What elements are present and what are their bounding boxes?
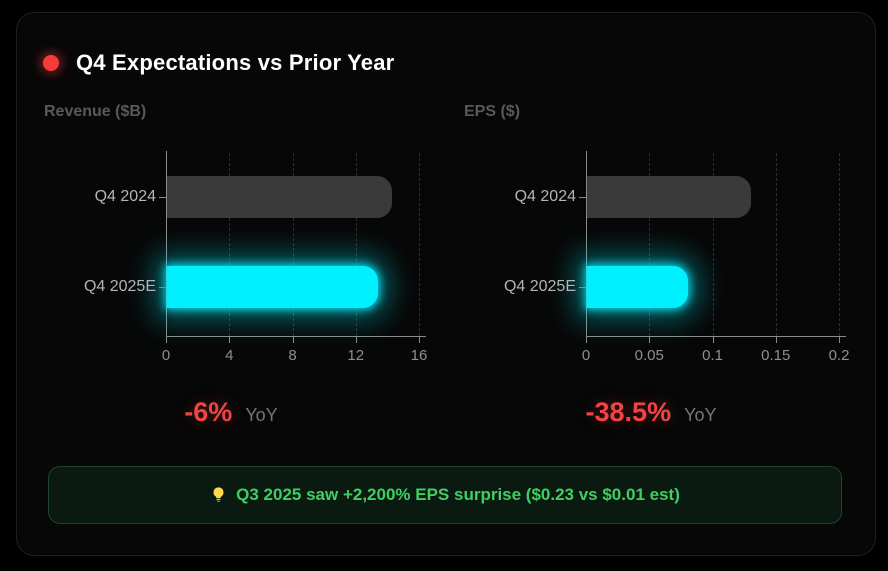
x-tick-label: 0.15 bbox=[761, 347, 791, 364]
x-tick-label: 0.1 bbox=[702, 347, 723, 364]
gridline bbox=[355, 153, 357, 336]
bar-prior bbox=[587, 176, 752, 218]
category-label: Q4 2024 bbox=[514, 188, 576, 205]
gridline bbox=[649, 153, 651, 336]
eps-chart: EPS ($) 0 0.05 0.1 0.15 0.2 Q4 2024 Q4 2025E -… bbox=[448, 89, 854, 459]
x-tick-label: 0.05 bbox=[634, 347, 664, 364]
x-tick-mark bbox=[229, 337, 231, 343]
chart-card: Q4 Expectations vs Prior Year Revenue ($… bbox=[16, 12, 876, 556]
revenue-plot-area: 0 4 8 12 16 Q4 2024 Q4 2025E bbox=[84, 151, 427, 364]
revenue-chart: Revenue ($B) 0 4 8 12 16 Q4 2024 Q4 2025E -6% … bbox=[28, 89, 434, 459]
insight-callout: Q3 2025 saw +2,200% EPS surprise ($0.23 … bbox=[48, 466, 842, 524]
eps-yoy: -38.5% YoY bbox=[448, 397, 854, 428]
gridline bbox=[292, 153, 294, 336]
x-tick-mark bbox=[166, 337, 167, 343]
x-tick-mark bbox=[586, 337, 587, 343]
x-tick-label: 4 bbox=[225, 347, 234, 364]
x-tick-mark bbox=[775, 337, 777, 343]
category-label: Q4 2025E bbox=[83, 278, 156, 295]
x-tick-label: 0 bbox=[581, 347, 591, 364]
category-label: Q4 2024 bbox=[94, 188, 156, 205]
bullet-icon bbox=[43, 55, 59, 71]
x-tick-label: 16 bbox=[410, 347, 428, 364]
gridline bbox=[839, 153, 840, 336]
gridline bbox=[712, 153, 714, 336]
y-axis-line bbox=[586, 151, 587, 336]
y-axis-line bbox=[166, 151, 167, 336]
insight-text: Q3 2025 saw +2,200% EPS surprise ($0.23 … bbox=[236, 485, 680, 504]
revenue-chart-title: Revenue ($B) bbox=[44, 103, 147, 120]
x-axis-line bbox=[166, 336, 426, 337]
x-axis-line bbox=[586, 336, 846, 337]
card-title: Q4 Expectations vs Prior Year bbox=[76, 50, 395, 75]
lightbulb-icon bbox=[213, 487, 224, 503]
eps-yoy-value: -38.5% bbox=[585, 397, 672, 427]
x-tick-mark bbox=[839, 337, 840, 343]
x-tick-mark bbox=[419, 337, 420, 343]
gridline bbox=[229, 153, 231, 336]
eps-yoy-label: YoY bbox=[684, 405, 717, 425]
bar-estimate bbox=[167, 266, 379, 308]
revenue-yoy-label: YoY bbox=[245, 405, 278, 425]
x-tick-label: 0 bbox=[161, 347, 171, 364]
x-tick-mark bbox=[649, 337, 651, 343]
gridline bbox=[775, 153, 777, 336]
category-label: Q4 2025E bbox=[503, 278, 576, 295]
eps-chart-title: EPS ($) bbox=[464, 103, 521, 120]
x-tick-mark bbox=[355, 337, 357, 343]
x-tick-mark bbox=[712, 337, 714, 343]
x-tick-label: 8 bbox=[288, 347, 297, 364]
x-tick-label: 12 bbox=[347, 347, 365, 364]
revenue-yoy: -6% YoY bbox=[28, 397, 434, 428]
x-tick-label: 0.2 bbox=[828, 347, 850, 364]
eps-plot-area: 0 0.05 0.1 0.15 0.2 Q4 2024 Q4 2025E bbox=[504, 151, 849, 364]
gridline bbox=[419, 153, 420, 336]
bar-prior bbox=[167, 176, 392, 218]
y-tick-mark bbox=[159, 197, 166, 198]
y-tick-mark bbox=[579, 287, 586, 288]
card-header: Q4 Expectations vs Prior Year bbox=[43, 49, 394, 77]
revenue-yoy-value: -6% bbox=[184, 397, 233, 427]
x-tick-mark bbox=[292, 337, 294, 343]
y-tick-mark bbox=[579, 197, 586, 198]
bar-estimate bbox=[587, 266, 689, 308]
y-tick-mark bbox=[159, 287, 166, 288]
